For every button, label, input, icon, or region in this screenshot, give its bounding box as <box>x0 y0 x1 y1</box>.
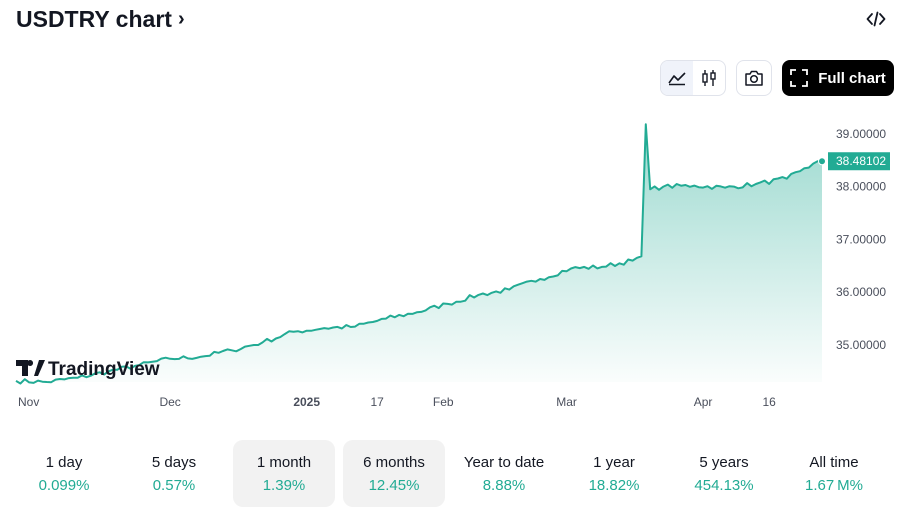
x-tick-label: Feb <box>433 395 454 409</box>
range-change-value: 12.45% <box>368 476 420 494</box>
y-tick-label: 35.00000 <box>836 338 886 352</box>
chart-title-link[interactable]: USDTRY chart › <box>16 6 185 33</box>
code-icon <box>866 11 886 27</box>
price-line <box>15 123 823 385</box>
last-price-dot <box>818 157 826 166</box>
range-change-value: 454.13% <box>694 476 754 494</box>
candles-chart-style-button[interactable] <box>693 61 725 95</box>
y-tick-label: 37.00000 <box>836 232 886 246</box>
embed-code-button[interactable] <box>862 8 890 30</box>
range-tab[interactable]: 5 days 0.57% <box>123 440 225 507</box>
x-tick-label: 16 <box>762 395 776 409</box>
range-label: 1 month <box>256 453 312 471</box>
range-label: 5 years <box>699 453 749 471</box>
chevron-right-icon: › <box>177 8 185 30</box>
snapshot-button[interactable] <box>736 60 772 96</box>
range-change-value: 1.39% <box>262 476 306 494</box>
full-chart-label: Full chart <box>818 69 886 87</box>
range-selector: 1 day 0.099% 5 days 0.57% 1 month 1.39% 6 mont… <box>13 440 893 507</box>
y-tick-label: 36.00000 <box>836 285 886 299</box>
chart-toolbar: Full chart <box>660 60 894 96</box>
range-change-value: 18.82% <box>588 476 640 494</box>
full-chart-button[interactable]: Full chart <box>782 60 894 96</box>
candlestick-icon <box>702 70 716 86</box>
range-change-value: 1.67 M% <box>804 476 864 494</box>
y-tick-label: 39.00000 <box>836 127 886 141</box>
range-label: 6 months <box>363 453 425 471</box>
last-price-tag <box>828 152 890 171</box>
page-title: USDTRY chart <box>16 6 172 32</box>
y-tick-label: 38.00000 <box>836 180 886 194</box>
range-label: 1 day <box>45 453 83 471</box>
range-change-value: 0.57% <box>152 476 196 494</box>
range-change-value: 8.88% <box>482 476 526 494</box>
last-price-label: 38.48102 <box>836 154 886 168</box>
tradingview-wordmark: TradingView <box>48 359 160 380</box>
range-tab[interactable]: 1 day 0.099% <box>13 440 115 507</box>
price-area <box>16 124 822 384</box>
range-label: 5 days <box>151 453 197 471</box>
tradingview-logo <box>16 360 45 376</box>
range-tab[interactable]: All time 1.67 M% <box>783 440 885 507</box>
range-change-value: 0.099% <box>38 476 90 494</box>
range-tab[interactable]: 1 year 18.82% <box>563 440 665 507</box>
chart-style-switcher <box>660 60 726 96</box>
range-tab[interactable]: Year to date 8.88% <box>453 440 555 507</box>
x-tick-label: Nov <box>18 395 39 409</box>
range-label: All time <box>809 453 859 471</box>
x-tick-label: Mar <box>556 395 577 409</box>
tradingview-logo-icon <box>16 360 45 376</box>
range-tab[interactable]: 6 months 12.45% <box>343 440 445 507</box>
range-tab[interactable]: 5 years 454.13% <box>673 440 775 507</box>
area-chart-style-button[interactable] <box>661 61 693 95</box>
range-tab[interactable]: 1 month 1.39% <box>233 440 335 507</box>
x-tick-label: Apr <box>694 395 713 409</box>
range-label: Year to date <box>463 453 545 471</box>
area-chart-icon <box>668 72 686 86</box>
x-tick-label: Dec <box>159 395 180 409</box>
range-label: 1 year <box>593 453 635 471</box>
price-chart[interactable]: 39.00000 38.00000 37.00000 36.00000 35.00000… <box>0 110 900 415</box>
fullscreen-icon <box>790 69 809 87</box>
camera-icon <box>745 70 763 86</box>
x-tick-label: 2025 <box>293 395 320 409</box>
x-tick-label: 17 <box>370 395 384 409</box>
